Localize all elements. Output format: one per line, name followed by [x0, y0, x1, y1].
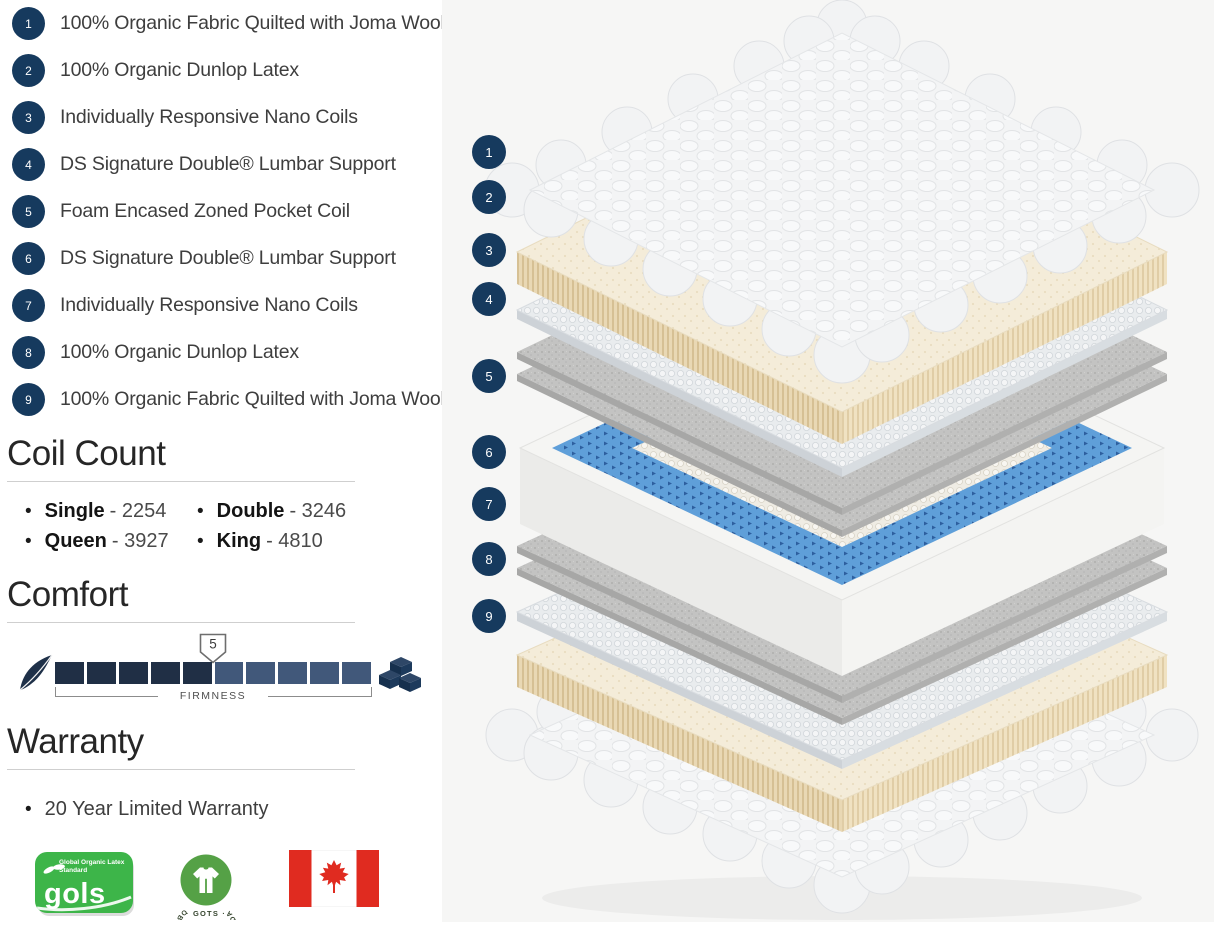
- firmness-marker-value: 5: [209, 637, 217, 652]
- gots-bottom-text: · GOTS ·: [186, 909, 226, 918]
- feature-label: Foam Encased Zoned Pocket Coil: [60, 200, 350, 222]
- feature-label: DS Signature Double® Lumbar Support: [60, 247, 396, 269]
- feature-item-8: 8 100% Organic Dunlop Latex: [12, 329, 445, 376]
- feature-item-2: 2 100% Organic Dunlop Latex: [12, 47, 445, 94]
- firmness-scale: 5 FIRMNESS: [0, 630, 440, 708]
- coil-size-value: - 2254: [109, 500, 167, 522]
- feature-item-9: 9 100% Organic Fabric Quilted with Joma …: [12, 376, 445, 423]
- feature-number-badge: 4: [12, 148, 45, 181]
- divider: [7, 769, 355, 770]
- feature-label: 100% Organic Dunlop Latex: [60, 341, 299, 363]
- firmness-segment: [246, 662, 276, 684]
- diagram-badge-5: 5: [472, 359, 506, 393]
- diagram-badge-1: 1: [472, 135, 506, 169]
- firmness-segment: [118, 662, 148, 684]
- divider: [7, 622, 355, 623]
- coil-size-label: Queen: [44, 530, 107, 552]
- gots-logo: GLOBAL ORGANIC TEXTILE STANDARD · GOTS ·: [166, 840, 246, 925]
- certification-logos: Global Organic Latex Standard gols GLOBA…: [0, 838, 440, 925]
- firmness-segment: [214, 662, 244, 684]
- firmness-bracket-left: [55, 687, 158, 697]
- coil-count-single: Single - 2254: [25, 500, 197, 523]
- diagram-badge-2: 2: [472, 180, 506, 214]
- coil-size-label: King: [216, 530, 262, 552]
- firmness-segment: [150, 662, 180, 684]
- layer-quilt-top: [484, 0, 1200, 384]
- feather-icon: [16, 652, 56, 694]
- gols-subtitle: Global Organic Latex Standard: [59, 859, 125, 874]
- coil-count-list: Single - 2254 Double - 3246 Queen - 3927…: [25, 500, 347, 553]
- firmness-segment: [310, 662, 340, 684]
- coil-size-value: - 4810: [266, 530, 323, 552]
- canada-flag-icon: [288, 849, 380, 908]
- diagram-badge-8: 8: [472, 542, 506, 576]
- mattress-exploded-diagram: [484, 0, 1200, 920]
- diagram-badge-6: 6: [472, 435, 506, 469]
- gols-logo: Global Organic Latex Standard gols: [35, 852, 133, 913]
- firmness-segment: [182, 662, 212, 684]
- diagram-badge-7: 7: [472, 487, 506, 521]
- feature-number-badge: 7: [12, 289, 45, 322]
- feature-label: Individually Responsive Nano Coils: [60, 106, 358, 128]
- feature-label: Individually Responsive Nano Coils: [60, 294, 358, 316]
- diagram-badge-4: 4: [472, 282, 506, 316]
- firmness-label: FIRMNESS: [179, 690, 247, 702]
- feature-label: 100% Organic Dunlop Latex: [60, 59, 299, 81]
- firmness-marker: 5: [199, 633, 227, 664]
- warranty-item-text: 20 Year Limited Warranty: [44, 798, 269, 820]
- feature-number-badge: 9: [12, 383, 45, 416]
- feature-item-6: 6 DS Signature Double® Lumbar Support: [12, 235, 445, 282]
- diagram-badge-3: 3: [472, 233, 506, 267]
- comfort-section: Comfort: [7, 575, 355, 623]
- feature-number-badge: 6: [12, 242, 45, 275]
- coil-count-title: Coil Count: [7, 434, 166, 473]
- gols-leaf-icon: [43, 864, 65, 874]
- coil-count-section: Coil Count: [7, 434, 355, 482]
- firmness-bracket-right: [268, 687, 372, 697]
- feature-item-3: 3 Individually Responsive Nano Coils: [12, 94, 445, 141]
- divider: [7, 481, 355, 482]
- coil-size-label: Double: [216, 500, 285, 522]
- diagram-badge-9: 9: [472, 599, 506, 633]
- coil-count-king: King - 4810: [197, 530, 346, 553]
- feature-item-1: 1 100% Organic Fabric Quilted with Joma …: [12, 0, 445, 47]
- feature-item-4: 4 DS Signature Double® Lumbar Support: [12, 141, 445, 188]
- feature-number-badge: 1: [12, 7, 45, 40]
- coil-count-double: Double - 3246: [197, 500, 347, 523]
- feature-number-badge: 8: [12, 336, 45, 369]
- coil-size-label: Single: [44, 500, 105, 522]
- bricks-icon: [378, 655, 422, 697]
- firmness-segment: [86, 662, 116, 684]
- gols-brand-text: gols: [44, 878, 106, 910]
- layer-feature-list: 1 100% Organic Fabric Quilted with Joma …: [12, 0, 445, 423]
- warranty-section: Warranty: [7, 722, 355, 770]
- warranty-item: 20 Year Limited Warranty: [25, 798, 269, 821]
- feature-number-badge: 5: [12, 195, 45, 228]
- coil-size-value: - 3927: [111, 530, 169, 552]
- feature-label: 100% Organic Fabric Quilted with Joma Wo…: [60, 12, 445, 34]
- firmness-segment-row: [55, 662, 372, 684]
- gols-swoosh: [36, 895, 132, 912]
- comfort-title: Comfort: [7, 575, 128, 614]
- coil-count-queen: Queen - 3927: [25, 530, 197, 553]
- feature-label: DS Signature Double® Lumbar Support: [60, 153, 396, 175]
- feature-number-badge: 3: [12, 101, 45, 134]
- feature-item-7: 7 Individually Responsive Nano Coils: [12, 282, 445, 329]
- firmness-segment: [278, 662, 308, 684]
- spec-panel: 1 100% Organic Fabric Quilted with Joma …: [0, 0, 445, 925]
- firmness-segment: [55, 662, 84, 684]
- firmness-segment: [342, 662, 372, 684]
- coil-size-value: - 3246: [289, 500, 347, 522]
- feature-label: 100% Organic Fabric Quilted with Joma Wo…: [60, 388, 445, 410]
- mattress-diagram-panel: 1 2 3 4 5 6 7 8 9: [442, 0, 1214, 922]
- feature-item-5: 5 Foam Encased Zoned Pocket Coil: [12, 188, 445, 235]
- warranty-title: Warranty: [7, 722, 144, 761]
- feature-number-badge: 2: [12, 54, 45, 87]
